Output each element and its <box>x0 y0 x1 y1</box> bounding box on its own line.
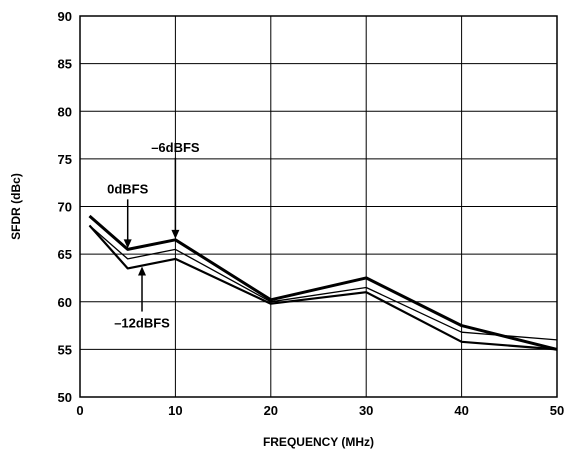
annotation-arrowhead <box>171 229 180 239</box>
y-tick-label: 65 <box>58 247 72 262</box>
series-lines <box>88 214 558 351</box>
plot-frame <box>79 15 558 398</box>
series-line <box>89 225 558 341</box>
x-axis-title: FREQUENCY (MHz) <box>263 435 374 449</box>
annotation-label: 0dBFS <box>107 181 149 196</box>
annotation: 0dBFS <box>107 181 149 249</box>
annotation-label: –6dBFS <box>151 140 200 155</box>
y-tick-label: 55 <box>58 342 72 357</box>
series-line <box>88 224 558 351</box>
annotation: –12dBFS <box>114 266 170 331</box>
x-tick-labels: 0 10 20 30 40 50 <box>76 403 564 418</box>
x-tick-label: 40 <box>454 403 468 418</box>
x-tick-label: 20 <box>264 403 278 418</box>
annotation-arrowhead <box>138 266 147 276</box>
y-tick-labels: 50 55 60 65 70 75 80 85 90 <box>58 9 72 405</box>
x-tick-label: 10 <box>168 403 182 418</box>
x-tick-label: 30 <box>359 403 373 418</box>
y-tick-label: 50 <box>58 390 72 405</box>
x-tick-label: 0 <box>76 403 83 418</box>
annotation-arrowhead <box>123 239 132 249</box>
y-tick-label: 90 <box>58 9 72 24</box>
y-tick-label: 60 <box>58 295 72 310</box>
annotation: –6dBFS <box>151 140 200 239</box>
x-tick-label: 50 <box>550 403 564 418</box>
annotation-label: –12dBFS <box>114 316 170 331</box>
grid <box>79 15 558 398</box>
y-tick-label: 75 <box>58 152 72 167</box>
y-tick-label: 85 <box>58 57 72 72</box>
series-annotations: 0dBFS –6dBFS –12dBFS <box>107 140 200 331</box>
y-tick-label: 80 <box>58 104 72 119</box>
y-tick-label: 70 <box>58 200 72 215</box>
y-axis-title: SFDR (dBc) <box>9 173 23 240</box>
series-line <box>88 214 558 351</box>
